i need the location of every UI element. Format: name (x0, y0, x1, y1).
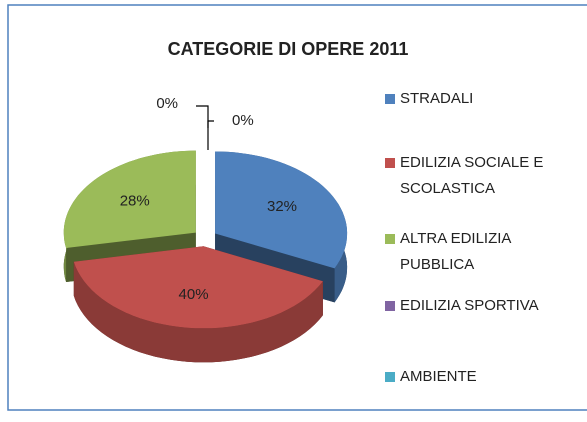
legend-item: ALTRA EDILIZIA PUBBLICA (385, 226, 580, 278)
legend-swatch (385, 234, 395, 244)
pie-slice (73, 246, 323, 363)
chart-title: CATEGORIE DI OPERE 2011 (168, 39, 409, 59)
legend-label: ALTRA EDILIZIA PUBBLICA (400, 230, 511, 273)
legend-swatch (385, 301, 395, 311)
legend-swatch (385, 158, 395, 168)
legend-label: STRADALI (400, 90, 474, 107)
data-label: 0% (156, 95, 178, 112)
data-label: 28% (120, 192, 150, 209)
slice-top (63, 150, 196, 248)
slice-top (215, 151, 348, 269)
chart-frame (7, 4, 587, 411)
leader-line (207, 120, 214, 150)
leader-line (196, 105, 209, 128)
legend-item: EDILIZIA SPORTIVA (385, 293, 580, 319)
data-label: 0% (232, 112, 254, 129)
legend-label: EDILIZIA SPORTIVA (400, 297, 539, 314)
legend-item: STRADALI (385, 86, 580, 112)
legend-swatch (385, 372, 395, 382)
slice-side (73, 261, 323, 363)
data-label: 32% (267, 198, 297, 215)
legend-label: EDILIZIA SOCIALE E SCOLASTICA (400, 154, 544, 197)
legend-item: EDILIZIA SOCIALE E SCOLASTICA (385, 150, 580, 202)
legend-item: AMBIENTE (385, 364, 580, 390)
slice-top (73, 246, 323, 329)
legend-label: AMBIENTE (400, 368, 477, 385)
data-label: 40% (179, 286, 209, 303)
legend-swatch (385, 94, 395, 104)
